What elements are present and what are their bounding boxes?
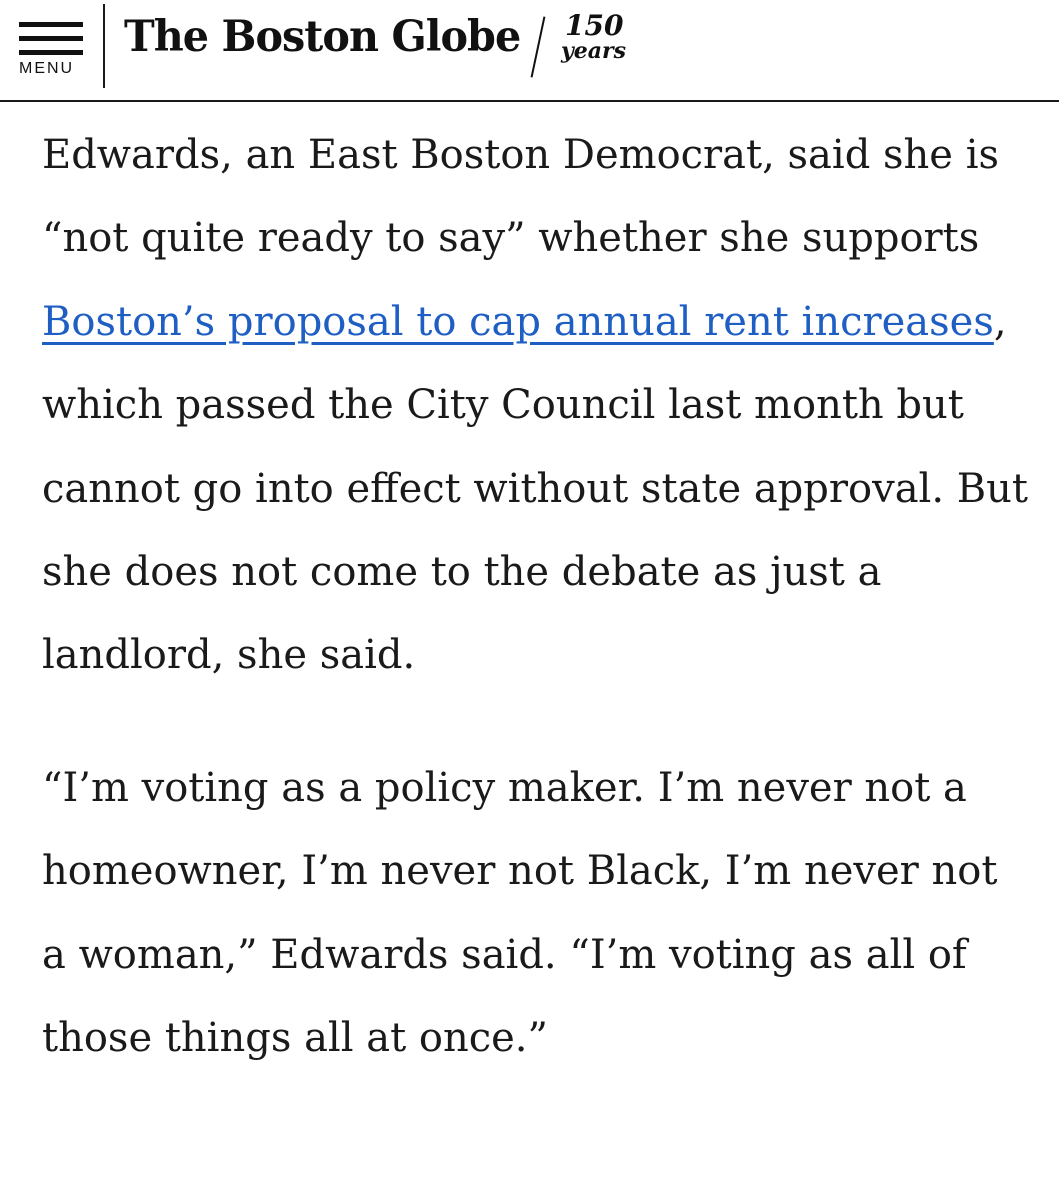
logo-slash [530, 16, 546, 78]
menu-button[interactable]: MENU [18, 18, 86, 82]
article-paragraph: Edwards, an East Boston Democrat, said s… [42, 114, 1032, 698]
site-header: MENU The Boston Globe 150 years [0, 0, 1059, 102]
logo-anniversary-number: 150 [565, 9, 624, 42]
logo-wordmark[interactable]: The Boston Globe [124, 12, 521, 62]
header-divider [103, 4, 105, 88]
paragraph-text: Edwards, an East Boston Democrat, said s… [42, 132, 1000, 262]
logo-anniversary-word: years [561, 38, 627, 64]
paragraph-text: , which passed the City Council last mon… [42, 298, 1028, 679]
menu-label[interactable]: MENU [19, 60, 75, 77]
hamburger-menu-icon[interactable] [19, 22, 83, 56]
article-paragraph-quote: “I’m voting as a policy maker. I’m never… [42, 764, 998, 1062]
rent-cap-proposal-link[interactable]: Boston’s proposal to cap annual rent inc… [42, 298, 994, 345]
article-body: Edwards, an East Boston Democrat, said s… [42, 114, 1032, 1080]
